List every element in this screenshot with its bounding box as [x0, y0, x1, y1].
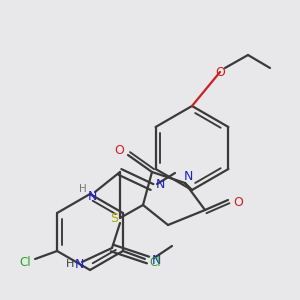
Text: O: O [233, 196, 243, 208]
Text: Cl: Cl [19, 256, 31, 268]
Text: H: H [66, 259, 74, 269]
Text: N: N [151, 254, 161, 268]
Text: H: H [79, 184, 87, 194]
Text: N: N [183, 170, 193, 184]
Text: N: N [155, 178, 165, 191]
Text: O: O [114, 145, 124, 158]
Text: N: N [87, 190, 97, 203]
Text: N: N [74, 257, 84, 271]
Text: S: S [110, 212, 118, 226]
Text: O: O [215, 65, 225, 79]
Text: Cl: Cl [149, 256, 161, 268]
